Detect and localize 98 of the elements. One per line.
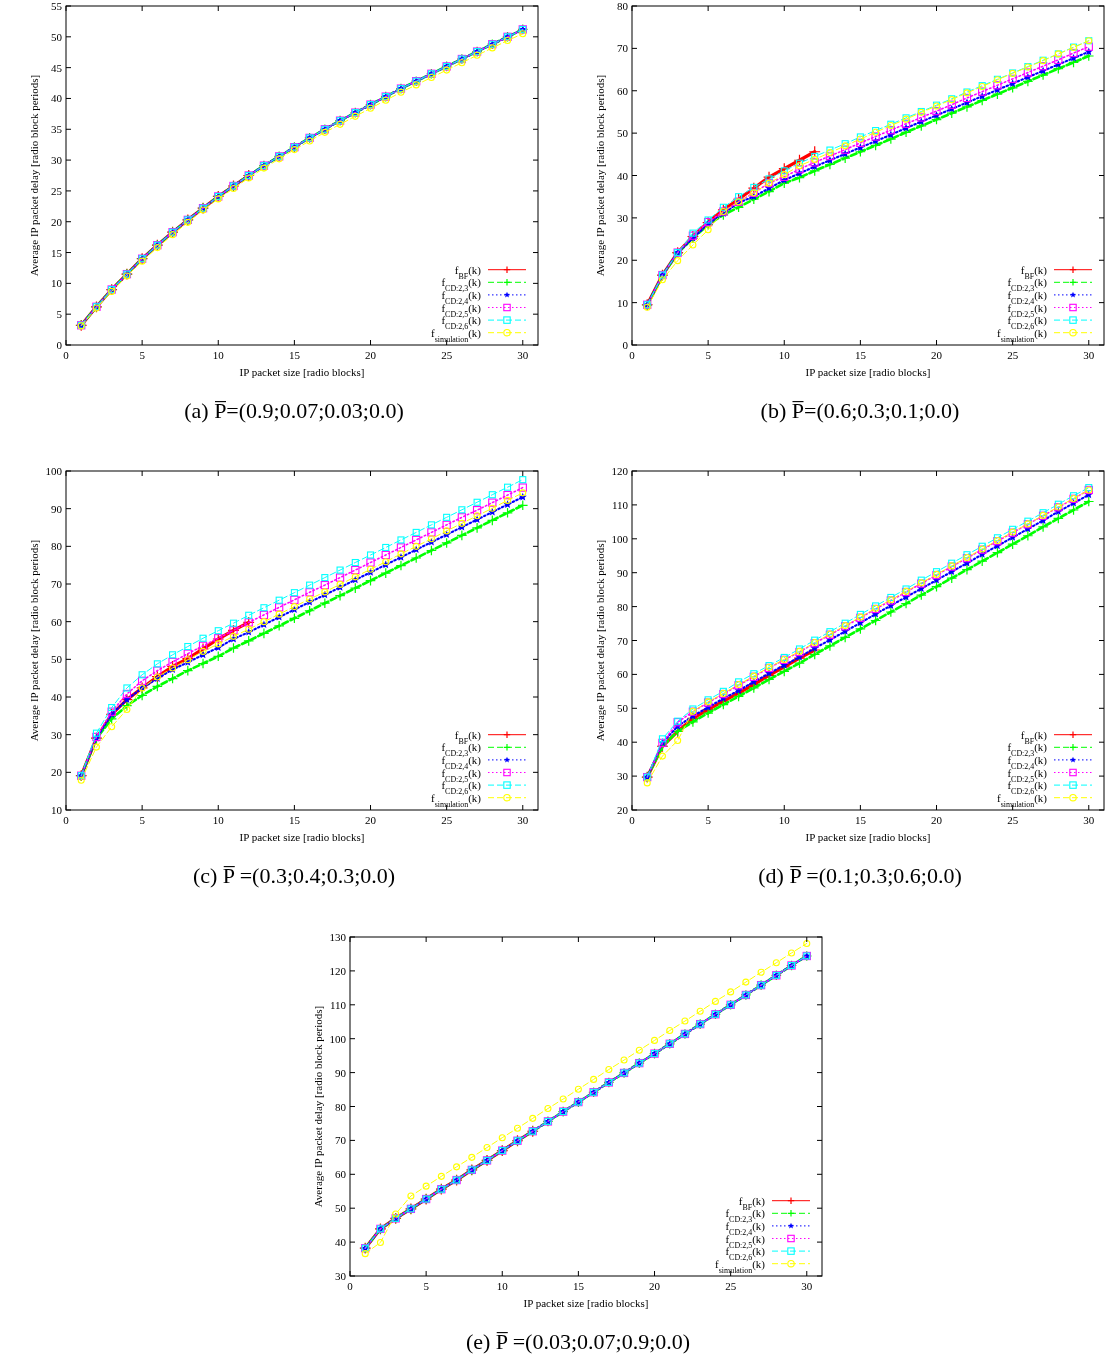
x-axis-title: IP packet size [radio blocks] (523, 1297, 649, 1309)
y-tick-label: 50 (617, 127, 629, 140)
x-tick-label: 20 (365, 814, 377, 826)
x-tick-label: 5 (705, 814, 712, 826)
y-tick-label: 50 (51, 30, 63, 43)
y-tick-label: 40 (617, 169, 629, 182)
x-tick-label: 25 (1007, 349, 1019, 361)
y-axis-title: Average IP packet delay [radio block periods] (594, 539, 606, 742)
y-tick-label: 90 (617, 566, 629, 579)
x-tick-label: 10 (778, 814, 791, 826)
y-tick-label: 40 (51, 691, 63, 703)
y-tick-label: 70 (617, 42, 629, 55)
x-tick-label: 15 (854, 349, 867, 361)
x-axis-title: IP packet size [radio blocks] (805, 831, 931, 843)
y-tick-label: 30 (51, 728, 63, 741)
y-tick-label: 120 (611, 465, 629, 477)
x-tick-label: 25 (441, 349, 453, 361)
y-tick-label: 80 (335, 1100, 347, 1113)
y-tick-label: 55 (51, 0, 63, 12)
y-tick-label: 10 (51, 804, 63, 816)
y-tick-label: 10 (51, 277, 63, 290)
y-axis-title: Average IP packet delay [radio block periods] (594, 74, 606, 277)
y-tick-label: 0 (56, 339, 63, 351)
y-tick-label: 80 (617, 600, 629, 613)
x-tick-label: 30 (801, 1280, 813, 1292)
y-tick-label: 40 (335, 1236, 347, 1249)
x-tick-label: 25 (725, 1280, 737, 1292)
y-tick-label: 5 (56, 308, 63, 321)
y-tick-label: 15 (51, 246, 63, 259)
x-tick-label: 30 (1083, 814, 1095, 826)
y-tick-label: 80 (51, 540, 63, 553)
y-tick-label: 70 (51, 578, 63, 590)
x-tick-label: 30 (517, 349, 529, 361)
y-tick-label: 40 (51, 92, 63, 105)
y-tick-label: 110 (329, 998, 347, 1011)
x-tick-label: 20 (649, 1280, 661, 1292)
y-tick-label: 100 (611, 532, 629, 545)
y-tick-label: 30 (51, 154, 63, 167)
x-tick-label: 20 (931, 349, 943, 361)
y-axis-title: Average IP packet delay [radio block periods] (312, 1005, 324, 1208)
y-tick-label: 50 (51, 653, 63, 666)
y-tick-label: 30 (335, 1270, 347, 1282)
x-tick-label: 30 (517, 814, 529, 826)
x-tick-label: 10 (212, 814, 225, 826)
y-tick-label: 10 (617, 296, 629, 309)
x-axis-title: IP packet size [radio blocks] (239, 831, 365, 843)
x-axis-title: IP packet size [radio blocks] (239, 366, 365, 378)
y-tick-label: 60 (335, 1168, 347, 1181)
x-tick-label: 10 (778, 349, 791, 361)
text: (b) P̅=(0.6;0.3;0.1;0.0) (760, 398, 960, 423)
y-tick-label: 60 (617, 84, 629, 97)
y-tick-label: 130 (329, 931, 347, 943)
y-tick-label: 60 (617, 668, 629, 681)
x-tick-label: 5 (139, 814, 146, 826)
x-tick-label: 15 (288, 814, 301, 826)
x-tick-label: 20 (931, 814, 943, 826)
y-tick-label: 90 (335, 1066, 347, 1079)
y-tick-label: 70 (335, 1134, 347, 1147)
text: (d) P̅ =(0.1;0.3;0.6;0.0) (758, 863, 962, 888)
x-tick-label: 5 (423, 1280, 430, 1292)
x-tick-label: 10 (496, 1280, 509, 1292)
y-tick-label: 100 (329, 1032, 347, 1045)
y-tick-label: 35 (51, 123, 63, 136)
y-tick-label: 20 (51, 766, 63, 779)
y-tick-label: 20 (617, 254, 629, 267)
text: (a) P̅=(0.9;0.07;0.03;0.0) (184, 398, 404, 423)
y-tick-label: 50 (617, 702, 629, 715)
text: (c) P̅ =(0.3;0.4;0.3;0.0) (192, 863, 396, 888)
x-tick-label: 25 (1007, 814, 1019, 826)
y-tick-label: 80 (617, 0, 629, 12)
x-tick-label: 30 (1083, 349, 1095, 361)
x-tick-label: 25 (441, 814, 453, 826)
y-tick-label: 120 (329, 964, 347, 977)
y-tick-label: 40 (617, 736, 629, 749)
x-axis-title: IP packet size [radio blocks] (805, 366, 931, 378)
y-tick-label: 25 (51, 184, 63, 197)
y-tick-label: 50 (335, 1202, 347, 1215)
x-tick-label: 15 (854, 814, 867, 826)
x-tick-label: 5 (705, 349, 712, 361)
x-tick-label: 5 (139, 349, 146, 361)
y-tick-label: 90 (51, 502, 63, 515)
y-tick-label: 45 (51, 61, 63, 74)
y-tick-label: 110 (611, 498, 629, 511)
y-tick-label: 30 (617, 770, 629, 783)
x-tick-label: 10 (212, 349, 225, 361)
x-tick-label: 20 (365, 349, 377, 361)
y-axis-title: Average IP packet delay [radio block periods] (28, 74, 40, 277)
y-tick-label: 100 (45, 465, 63, 477)
x-tick-label: 15 (572, 1280, 585, 1292)
x-tick-label: 15 (288, 349, 301, 361)
y-axis-title: Average IP packet delay [radio block periods] (28, 539, 40, 742)
y-tick-label: 0 (622, 339, 629, 351)
y-tick-label: 60 (51, 615, 63, 628)
y-tick-label: 70 (617, 634, 629, 647)
y-tick-label: 20 (617, 804, 629, 816)
y-tick-label: 20 (51, 215, 63, 228)
y-tick-label: 30 (617, 211, 629, 224)
text: (e) P̅ =(0.03;0.07;0.9;0.0) (465, 1329, 691, 1354)
